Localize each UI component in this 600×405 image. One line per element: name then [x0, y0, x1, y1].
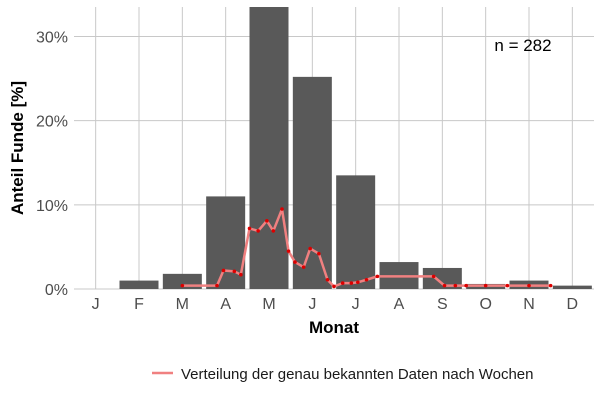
bar [336, 175, 376, 289]
weekly-line-path [182, 207, 551, 288]
weekly-point [265, 219, 269, 223]
weekly-point [364, 277, 369, 282]
weekly-point [180, 283, 185, 288]
x-tick-label: F [134, 296, 144, 313]
weekly-point [247, 226, 252, 231]
bar [119, 280, 159, 289]
weekly-point [271, 229, 276, 233]
weekly-point [453, 283, 458, 288]
y-tick-label: 0% [45, 282, 68, 299]
legend-label: Verteilung der genau bekannten Daten nac… [181, 366, 534, 383]
weekly-point [527, 283, 531, 288]
x-tick-label: N [523, 296, 535, 313]
bar [249, 7, 289, 289]
y-tick-label: 30% [36, 29, 68, 46]
axes: 0% 10% 20% 30% J F M A M J J A S O N D [36, 29, 578, 313]
weekly-point [317, 251, 321, 256]
grid-lines [74, 7, 594, 290]
weekly-point [483, 283, 488, 288]
x-axis-title: Monat [309, 318, 359, 337]
x-tick-label: M [176, 296, 189, 313]
weekly-point [286, 249, 291, 253]
x-tick-label: A [394, 296, 405, 313]
weekly-point [280, 207, 284, 211]
y-axis-title: Anteil Funde [%] [8, 81, 27, 215]
x-tick-label: J [308, 296, 316, 313]
weekly-point [548, 283, 553, 288]
x-tick-label: D [567, 296, 579, 313]
weekly-point [340, 281, 345, 285]
weekly-point [308, 246, 312, 251]
weekly-point [349, 281, 354, 285]
bar [422, 267, 462, 289]
weekly-point [221, 268, 226, 273]
weekly-line [180, 207, 553, 289]
x-tick-label: O [479, 296, 491, 313]
weekly-point [325, 277, 330, 282]
weekly-point [356, 280, 360, 285]
weekly-point [232, 269, 237, 274]
weekly-point [332, 284, 336, 289]
x-tick-label: A [220, 296, 231, 313]
weekly-point [293, 260, 297, 264]
weekly-point [239, 272, 243, 277]
weekly-point [442, 283, 447, 288]
legend: Verteilung der genau bekannten Daten nac… [152, 366, 534, 383]
weekly-point [431, 274, 436, 279]
x-tick-label: J [92, 296, 100, 313]
bar [292, 76, 332, 290]
x-tick-label: M [262, 296, 275, 313]
weekly-point [301, 265, 306, 269]
weekly-point [505, 283, 510, 288]
x-tick-label: J [352, 296, 360, 313]
weekly-point [215, 283, 219, 288]
weekly-point [256, 229, 260, 233]
x-tick-label: S [437, 296, 448, 313]
weekly-point [375, 274, 380, 279]
bar [552, 285, 592, 289]
y-tick-label: 10% [36, 198, 68, 215]
weekly-point [464, 283, 468, 288]
bars [119, 7, 592, 290]
y-tick-label: 20% [36, 114, 68, 131]
sample-size-annotation: n = 282 [494, 36, 551, 55]
